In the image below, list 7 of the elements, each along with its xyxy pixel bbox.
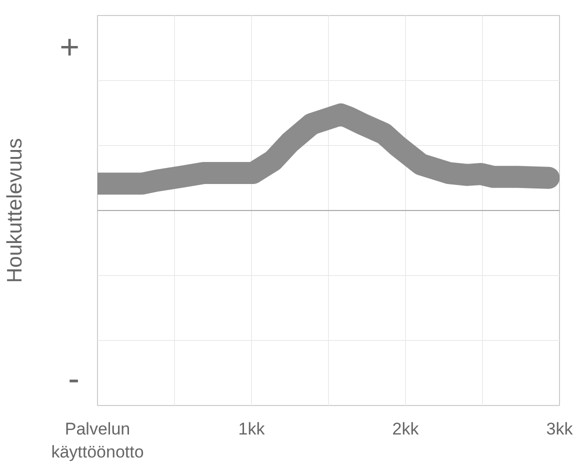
y-axis-title: Houkuttelevuus xyxy=(4,138,27,283)
x-tick-label: Palvelun käyttöönotto xyxy=(51,420,144,462)
text: + xyxy=(60,28,80,67)
text: - xyxy=(68,360,80,398)
x-tick-label: 2kk xyxy=(392,420,420,438)
x-tick-label: 1kk xyxy=(238,420,266,438)
x-tick-label: 3kk xyxy=(546,420,574,438)
